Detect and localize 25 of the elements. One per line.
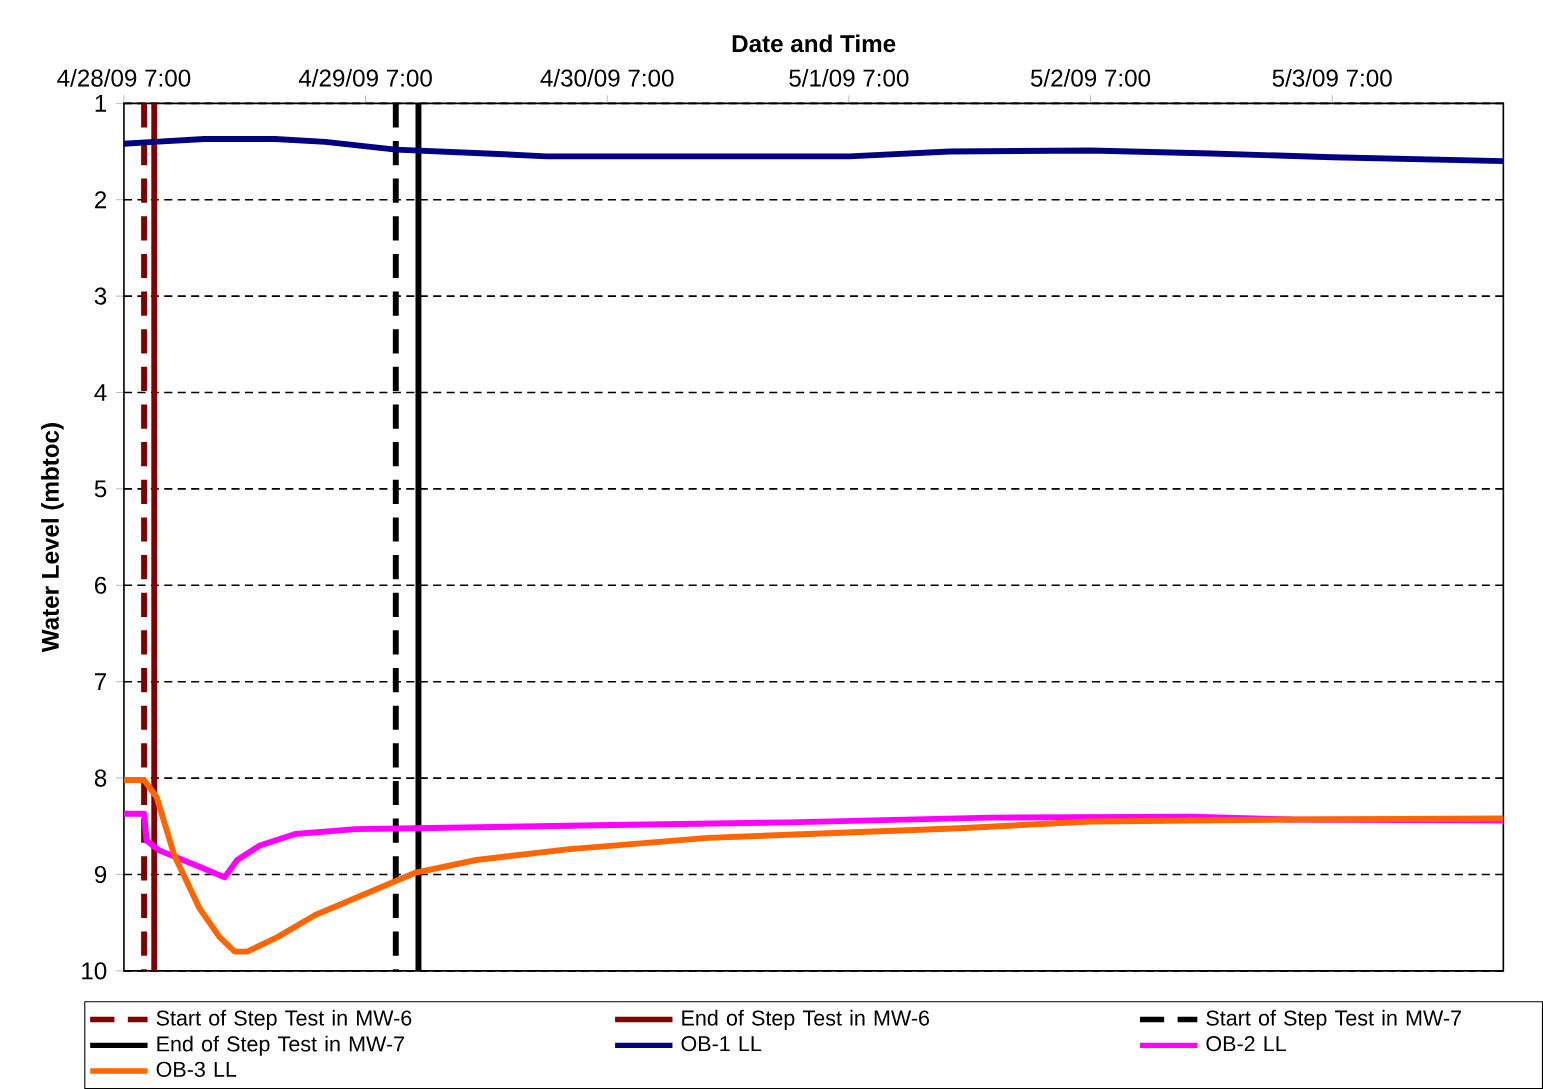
y-tick-label: 8 [94,769,107,787]
x-tick-label: 4/28/09 7:00 [57,68,191,87]
x-tick-label: 4/30/09 7:00 [540,68,674,87]
y-tick-label: 9 [94,865,107,884]
y-tick-label: 4 [94,384,107,401]
legend-label: Start of Step Test in MW-6 [156,1009,412,1030]
y-tick-label: 2 [95,191,107,209]
y-tick-label: 1 [95,95,107,112]
x-tick-label: 5/2/09 7:00 [1030,68,1151,87]
x-axis-title: Date and Time [732,34,896,53]
legend-label: Start of Step Test in MW-7 [1206,1009,1461,1030]
legend-label: OB-3 LL [156,1061,237,1077]
x-tick-label: 5/1/09 7:00 [789,68,909,87]
y-tick-label: 7 [95,673,107,691]
x-tick-label: 4/29/09 7:00 [298,68,432,87]
y-tick-label: 5 [94,480,107,498]
legend-label: OB-2 LL [1206,1036,1286,1052]
y-axis-title: Water Level (mbtoc) [41,423,64,653]
y-tick-label: 3 [94,287,107,305]
y-tick-label: 6 [95,576,107,594]
legend-label: End of Step Test in MW-6 [682,1009,930,1030]
x-tick-label: 5/3/09 7:00 [1272,68,1392,87]
y-tick-label: 10 [82,962,107,980]
legend-label: OB-1 LL [681,1036,762,1052]
legend-label: End of Step Test in MW-7 [157,1035,405,1056]
